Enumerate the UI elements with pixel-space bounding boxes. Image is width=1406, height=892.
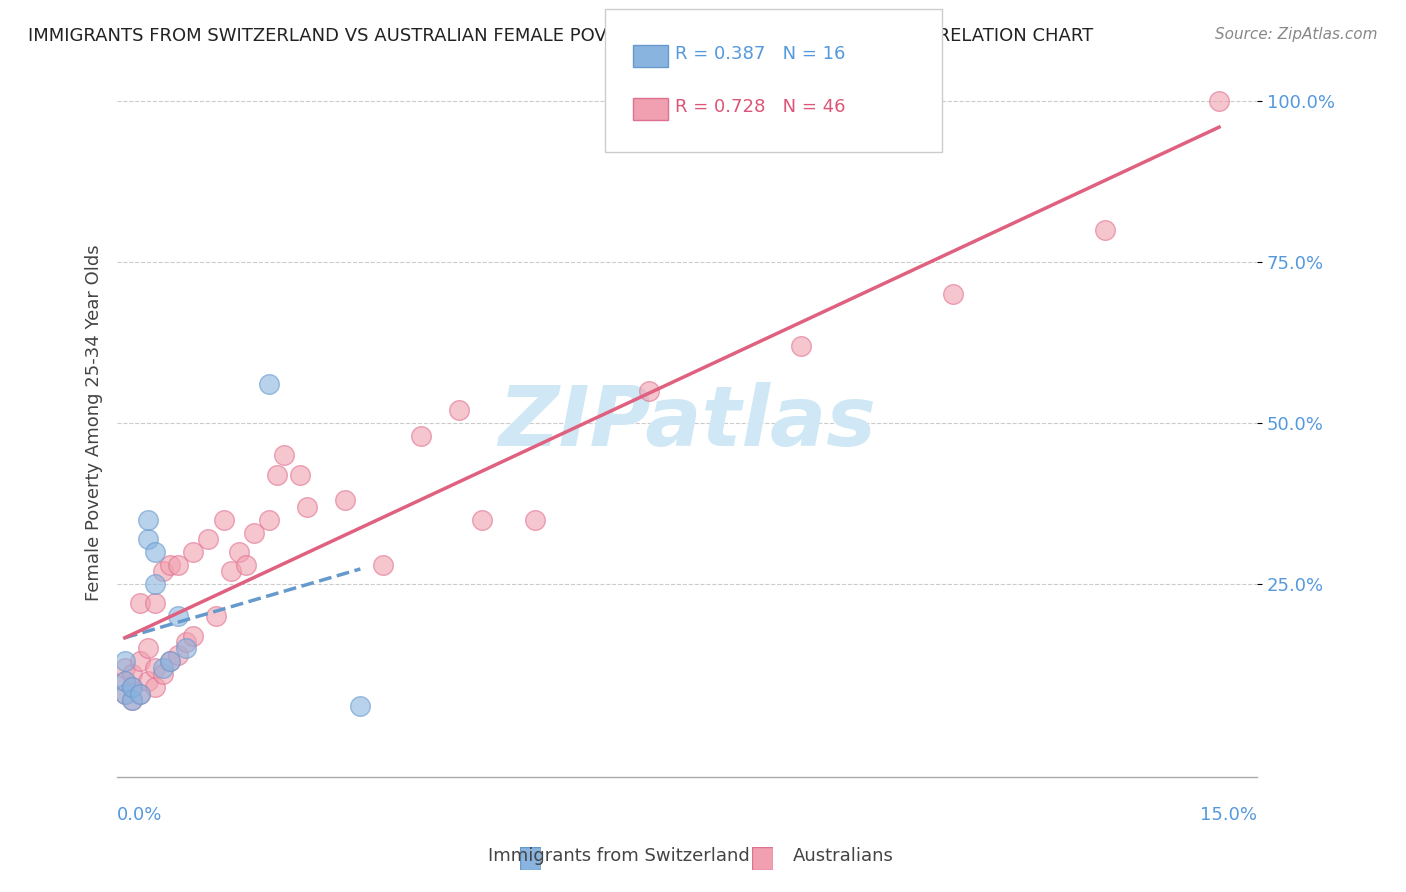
Point	[121, 693, 143, 707]
Point	[129, 687, 152, 701]
Point	[143, 545, 166, 559]
Point	[152, 667, 174, 681]
Point	[205, 609, 228, 624]
Point	[333, 493, 356, 508]
Point	[136, 513, 159, 527]
Point	[143, 577, 166, 591]
Point	[266, 467, 288, 482]
Point	[129, 654, 152, 668]
Point	[212, 513, 235, 527]
Point	[121, 667, 143, 681]
Point	[1094, 222, 1116, 236]
Point	[638, 384, 661, 398]
Point	[136, 641, 159, 656]
Point	[219, 564, 242, 578]
Point	[235, 558, 257, 572]
Point	[159, 654, 181, 668]
Text: IMMIGRANTS FROM SWITZERLAND VS AUSTRALIAN FEMALE POVERTY AMONG 25-34 YEAR OLDS C: IMMIGRANTS FROM SWITZERLAND VS AUSTRALIA…	[28, 27, 1094, 45]
Point	[136, 532, 159, 546]
Point	[524, 513, 547, 527]
Point	[121, 693, 143, 707]
Point	[136, 673, 159, 688]
Point	[174, 641, 197, 656]
Text: 0.0%: 0.0%	[117, 806, 163, 824]
Point	[197, 532, 219, 546]
Point	[114, 673, 136, 688]
Point	[181, 545, 204, 559]
Point	[273, 448, 295, 462]
Point	[257, 377, 280, 392]
Point	[228, 545, 250, 559]
Point	[257, 513, 280, 527]
Point	[143, 661, 166, 675]
Point	[152, 564, 174, 578]
Point	[114, 687, 136, 701]
Point	[243, 525, 266, 540]
Text: Australians: Australians	[793, 847, 894, 865]
Point	[373, 558, 395, 572]
Point	[1208, 94, 1230, 108]
Point	[167, 609, 190, 624]
Point	[159, 654, 181, 668]
Text: R = 0.728   N = 46: R = 0.728 N = 46	[675, 98, 845, 116]
Point	[114, 673, 136, 688]
Point	[174, 635, 197, 649]
Y-axis label: Female Poverty Among 25-34 Year Olds: Female Poverty Among 25-34 Year Olds	[86, 244, 103, 601]
Point	[167, 558, 190, 572]
Point	[167, 648, 190, 662]
Point	[181, 629, 204, 643]
Point	[114, 661, 136, 675]
Text: 15.0%: 15.0%	[1201, 806, 1257, 824]
Point	[942, 287, 965, 301]
Point	[143, 680, 166, 694]
Point	[449, 403, 471, 417]
Point	[152, 661, 174, 675]
Point	[121, 680, 143, 694]
Text: Source: ZipAtlas.com: Source: ZipAtlas.com	[1215, 27, 1378, 42]
Point	[790, 338, 813, 352]
Point	[295, 500, 318, 514]
Point	[129, 687, 152, 701]
Text: Immigrants from Switzerland: Immigrants from Switzerland	[488, 847, 749, 865]
Text: ZIPatlas: ZIPatlas	[498, 383, 876, 464]
Text: R = 0.387   N = 16: R = 0.387 N = 16	[675, 45, 845, 62]
Point	[114, 654, 136, 668]
Point	[129, 596, 152, 610]
Point	[159, 558, 181, 572]
Point	[288, 467, 311, 482]
Point	[349, 699, 371, 714]
Point	[114, 687, 136, 701]
Point	[411, 429, 433, 443]
Point	[471, 513, 494, 527]
Point	[143, 596, 166, 610]
Point	[121, 680, 143, 694]
